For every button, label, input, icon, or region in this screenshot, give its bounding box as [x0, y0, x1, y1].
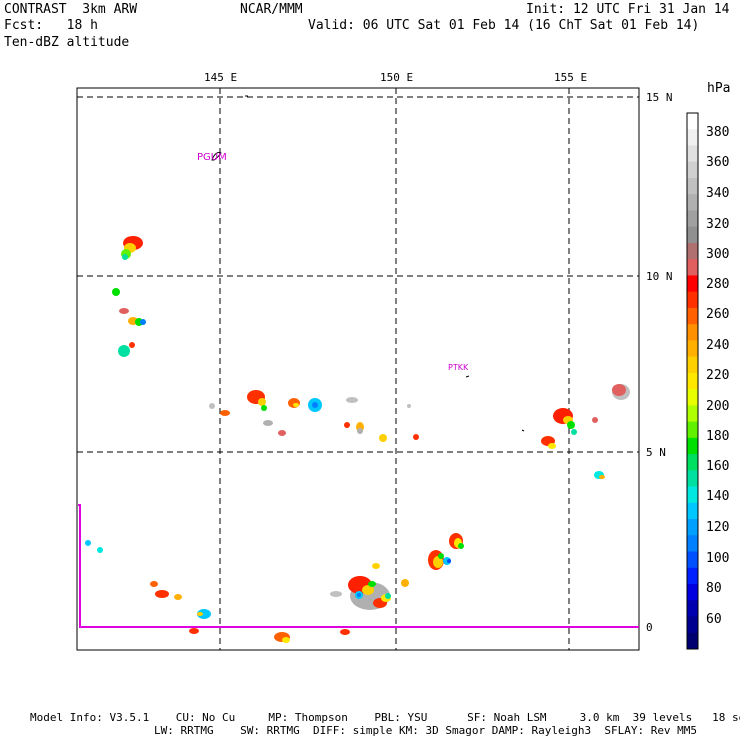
lat-lon-grid — [77, 88, 639, 650]
colorbar-segment — [687, 129, 698, 146]
colorbar-label: 340 — [706, 186, 730, 201]
field-name: Ten-dBZ altitude — [4, 35, 130, 50]
lat-label-5n: 5 N — [646, 446, 666, 459]
colorbar-segment — [687, 584, 698, 601]
forecast-hour: Fcst: 18 h — [4, 18, 98, 33]
colorbar-label: 120 — [706, 520, 730, 535]
colorbar-segment — [687, 275, 698, 293]
colorbar-segment — [687, 567, 698, 585]
colorbar-segment — [687, 324, 698, 341]
precip-cells — [85, 236, 630, 643]
colorbar-segment — [687, 470, 698, 488]
colorbar-segment — [687, 551, 698, 569]
colorbar-segment — [687, 291, 698, 309]
model-info-line1: Model Info: V3.5.1 CU: No Cu MP: Thompso… — [30, 711, 740, 724]
station-label-ptkk: PTKK — [448, 363, 469, 372]
colorbar-segment — [687, 145, 698, 163]
colorbar-segment — [687, 502, 698, 520]
colorbar-segment — [687, 616, 698, 634]
colorbar-segment — [687, 194, 698, 211]
colorbar-label: 200 — [706, 399, 730, 414]
colorbar-label: 360 — [706, 155, 730, 170]
colorbar-label: 300 — [706, 247, 730, 262]
colorbar-label: 60 — [706, 612, 722, 627]
colorbar-segment — [687, 405, 698, 423]
station-label-pgum: PGUM — [197, 152, 227, 163]
colorbar-segment — [687, 437, 698, 455]
colorbar-label: 240 — [706, 338, 730, 353]
colorbar-label: 80 — [706, 581, 722, 596]
colorbar-segment — [687, 454, 698, 471]
colorbar-label: 180 — [706, 429, 730, 444]
colorbar-segment — [687, 600, 698, 618]
org-label: NCAR/MMM — [240, 2, 303, 17]
colorbar-label: 140 — [706, 489, 730, 504]
lat-label-10n: 10 N — [646, 270, 673, 283]
init-time: Init: 12 UTC Fri 31 Jan 14 — [526, 2, 730, 17]
model-title: CONTRAST 3km ARW — [4, 2, 138, 17]
colorbar-segment — [687, 421, 698, 439]
colorbar-unit: hPa — [707, 81, 731, 96]
pohnpei-outline — [465, 375, 470, 378]
colorbar-segment — [687, 177, 698, 195]
colorbar-segment — [687, 372, 698, 390]
colorbar-label: 160 — [706, 459, 730, 474]
colorbar-segment — [687, 535, 698, 553]
colorbar-segment — [687, 356, 698, 374]
colorbar-label: 280 — [706, 277, 730, 292]
lon-label-150: 150 E — [380, 71, 414, 84]
valid-time: Valid: 06 UTC Sat 01 Feb 14 (16 ChT Sat … — [308, 18, 700, 33]
colorbar-segment — [687, 242, 698, 260]
map-frame — [76, 87, 640, 651]
lon-label-145: 145 E — [204, 71, 238, 84]
colorbar-segment — [687, 486, 698, 504]
colorbar-label: 380 — [706, 125, 730, 140]
colorbar-segment — [687, 210, 698, 228]
colorbar-segment — [687, 632, 698, 650]
colorbar-label: 320 — [706, 217, 730, 232]
lat-label-0: 0 — [646, 621, 653, 634]
lat-label-15n: 15 N — [646, 91, 673, 104]
lon-label-155: 155 E — [554, 71, 588, 84]
colorbar-frame — [686, 112, 699, 650]
domain-boundary — [78, 504, 639, 628]
colorbar-label: 100 — [706, 551, 730, 566]
colorbar-segment — [687, 340, 698, 358]
colorbar-segment — [687, 259, 698, 276]
island-marker — [521, 429, 525, 432]
colorbar-segment — [687, 519, 698, 536]
colorbar-segment — [687, 226, 698, 244]
guam-outline — [211, 151, 222, 161]
model-info-line2: LW: RRTMG SW: RRTMG DIFF: simple KM: 3D … — [154, 724, 698, 737]
colorbar-segment — [687, 389, 698, 406]
colorbar-segment — [687, 113, 698, 130]
colorbar — [687, 113, 698, 650]
colorbar-label: 220 — [706, 368, 730, 383]
colorbar-segment — [687, 161, 698, 179]
colorbar-segment — [687, 307, 698, 325]
colorbar-label: 260 — [706, 307, 730, 322]
